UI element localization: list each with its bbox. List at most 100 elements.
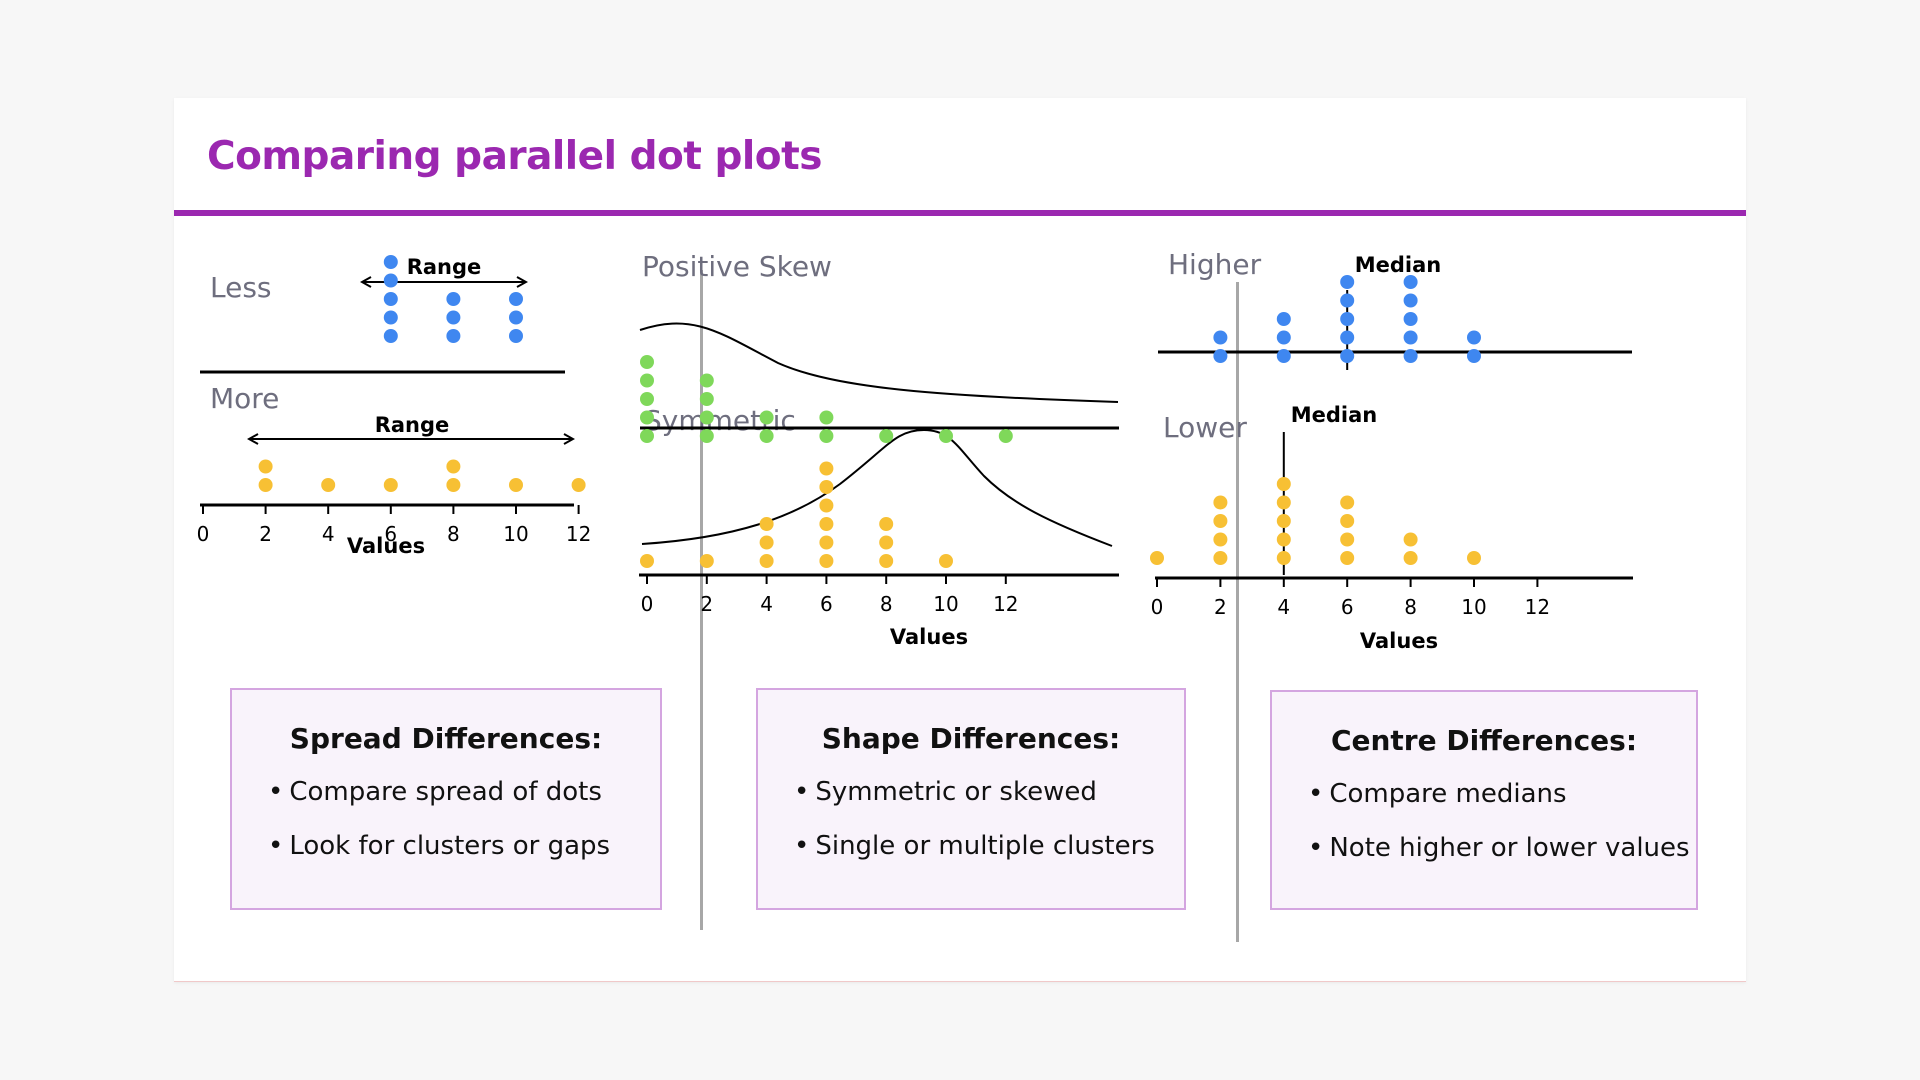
dot-less-10-1 bbox=[509, 329, 523, 343]
page-title: Comparing parallel dot plots bbox=[207, 134, 822, 179]
dot-positive-skew-2-4 bbox=[699, 373, 714, 388]
dot-higher-8-3 bbox=[1403, 312, 1418, 326]
dot-higher-10-1 bbox=[1467, 349, 1481, 363]
dot-lower-4-4 bbox=[1276, 495, 1291, 510]
dot-positive-skew-2-1 bbox=[699, 429, 714, 443]
dot-more-2-1 bbox=[258, 478, 273, 492]
dot-lower-10-1 bbox=[1467, 551, 1481, 565]
centre-tick-label: 10 bbox=[1461, 595, 1486, 619]
centre-tick-label: 2 bbox=[1214, 595, 1227, 619]
dot-symmetric-2-1 bbox=[699, 554, 714, 568]
shape-tick-label: 4 bbox=[760, 592, 773, 616]
spread-differences-box: Spread Differences: • Compare spread of d… bbox=[230, 688, 662, 910]
dot-lower-2-2 bbox=[1213, 532, 1228, 547]
dot-positive-skew-0-5 bbox=[640, 355, 654, 369]
dot-positive-skew-12-1 bbox=[998, 429, 1013, 443]
list-item: • Single or multiple clusters bbox=[794, 831, 1155, 861]
shape-axis: 0 2 4 6 8 10 12 bbox=[639, 573, 1119, 616]
list-item-text: Single or multiple clusters bbox=[815, 831, 1155, 861]
dot-lower-4-1 bbox=[1276, 551, 1291, 565]
dot-symmetric-8-1 bbox=[879, 554, 894, 568]
dot-higher-4-3 bbox=[1276, 312, 1291, 326]
list-item: • Look for clusters or gaps bbox=[268, 831, 611, 861]
dot-symmetric-4-2 bbox=[759, 535, 774, 550]
spread-top-range-label: Range bbox=[407, 255, 482, 279]
centre-top-label: Higher bbox=[1168, 248, 1262, 281]
centre-top-median-label: Median bbox=[1355, 253, 1442, 277]
dot-symmetric-6-5 bbox=[819, 480, 834, 494]
dot-positive-skew-4-2 bbox=[759, 410, 774, 425]
dot-higher-8-1 bbox=[1403, 349, 1418, 363]
list-item-text: Look for clusters or gaps bbox=[289, 831, 611, 861]
dot-positive-skew-4-1 bbox=[759, 429, 774, 443]
dot-more-8-2 bbox=[446, 459, 461, 474]
dot-positive-skew-0-3 bbox=[640, 392, 654, 406]
dot-less-10-2 bbox=[509, 310, 523, 325]
dot-lower-6-2 bbox=[1340, 532, 1355, 547]
list-item-text: Note higher or lower values bbox=[1329, 833, 1690, 863]
dot-more-8-1 bbox=[446, 478, 461, 492]
shape-differences-box: Shape Differences: • Symmetric or skewed … bbox=[756, 688, 1186, 910]
dot-symmetric-6-4 bbox=[819, 498, 834, 513]
dot-lower-4-3 bbox=[1276, 514, 1291, 528]
dot-symmetric-4-1 bbox=[759, 554, 774, 568]
dot-symmetric-10-1 bbox=[939, 554, 953, 568]
dot-positive-skew-8-1 bbox=[879, 429, 894, 443]
shape-top-label: Positive Skew bbox=[642, 250, 832, 283]
shape-tick-label: 12 bbox=[993, 592, 1018, 616]
dot-higher-10-2 bbox=[1467, 330, 1481, 345]
list-item: • Symmetric or skewed bbox=[794, 777, 1097, 807]
spread-box-list: • Compare spread of dots • Look for cluste… bbox=[232, 777, 660, 861]
slide: Comparing parallel dot plots Less More R… bbox=[174, 98, 1746, 982]
shape-bottom-label: Symmetric bbox=[644, 404, 796, 437]
centre-tick-label: 8 bbox=[1404, 595, 1417, 619]
dot-higher-6-1 bbox=[1340, 349, 1355, 363]
spread-dots bbox=[258, 255, 586, 492]
shape-dots bbox=[640, 355, 1013, 568]
spread-bottom-range-label: Range bbox=[375, 413, 450, 437]
dot-lower-2-4 bbox=[1213, 495, 1228, 510]
dot-less-8-1 bbox=[446, 329, 461, 343]
dot-positive-skew-6-1 bbox=[819, 429, 834, 443]
dot-symmetric-6-1 bbox=[819, 554, 834, 568]
dot-more-6-1 bbox=[383, 478, 398, 492]
spread-panel: Less More Range Range 0 2 4 6 8 10 12 Values bbox=[197, 255, 591, 558]
dot-symmetric-8-2 bbox=[879, 535, 894, 550]
dot-higher-4-2 bbox=[1276, 330, 1291, 345]
spread-axis: 0 2 4 6 8 10 12 bbox=[197, 503, 591, 546]
dot-lower-6-3 bbox=[1340, 514, 1355, 528]
dot-lower-4-5 bbox=[1276, 477, 1291, 491]
dot-higher-6-4 bbox=[1340, 293, 1355, 308]
dot-positive-skew-0-2 bbox=[640, 410, 654, 425]
shape-tick-label: 6 bbox=[820, 592, 833, 616]
dot-positive-skew-2-3 bbox=[699, 392, 714, 406]
spread-tick-label: 6 bbox=[384, 522, 397, 546]
panel-divider-2 bbox=[1236, 282, 1239, 942]
centre-dots bbox=[1150, 275, 1481, 565]
dot-symmetric-6-3 bbox=[819, 517, 834, 531]
dot-symmetric-8-3 bbox=[879, 517, 894, 531]
shape-tick-label: 10 bbox=[933, 592, 958, 616]
spread-tick-label: 10 bbox=[503, 522, 528, 546]
dot-more-4-1 bbox=[321, 478, 336, 492]
dot-more-2-2 bbox=[258, 459, 273, 474]
dot-less-6-5 bbox=[383, 255, 398, 269]
dot-higher-2-1 bbox=[1213, 349, 1228, 363]
dot-lower-2-1 bbox=[1213, 551, 1228, 565]
spread-bottom-label: More bbox=[210, 382, 279, 415]
centre-tick-label: 0 bbox=[1151, 595, 1164, 619]
dot-plots-canvas: Less More Range Range 0 2 4 6 8 10 12 Values P… bbox=[197, 248, 1633, 653]
centre-bottom-label: Lower bbox=[1163, 411, 1247, 444]
dot-lower-0-1 bbox=[1150, 551, 1164, 565]
dot-higher-6-3 bbox=[1340, 312, 1355, 326]
dot-higher-8-4 bbox=[1403, 293, 1418, 308]
spread-box-heading: Spread Differences: bbox=[289, 722, 603, 755]
dot-positive-skew-0-1 bbox=[640, 429, 654, 443]
spread-tick-label: 8 bbox=[447, 522, 460, 546]
dot-less-8-3 bbox=[446, 292, 461, 306]
list-item: • Compare spread of dots bbox=[268, 777, 602, 807]
dot-less-8-2 bbox=[446, 310, 461, 325]
dot-higher-2-2 bbox=[1213, 330, 1228, 345]
dot-symmetric-6-6 bbox=[819, 461, 834, 476]
shape-tick-label: 8 bbox=[880, 592, 893, 616]
